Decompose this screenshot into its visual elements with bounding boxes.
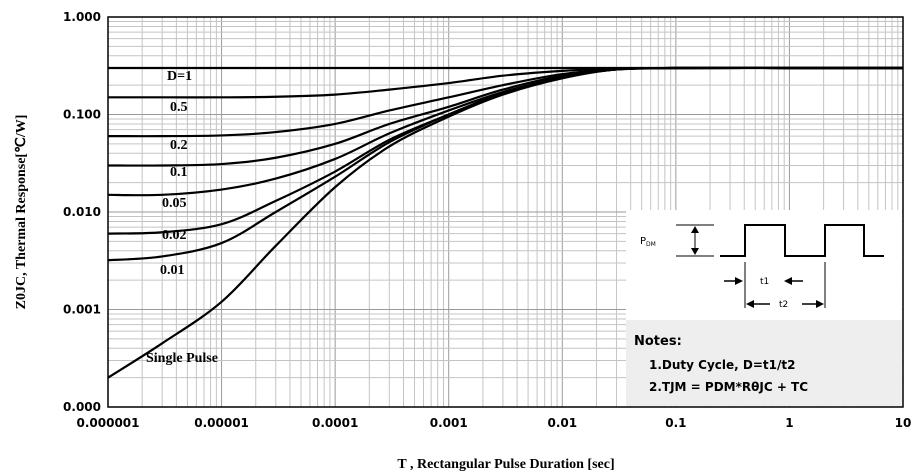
pdm-arrow-head-down — [691, 248, 699, 255]
notes-line-2: 2.TJM = PDM*RθJC + TC — [649, 380, 808, 394]
t1-label: t1 — [760, 277, 769, 287]
series-label-0.02: 0.02 — [162, 228, 187, 243]
x-axis-title: T , Rectangular Pulse Duration [sec] — [397, 457, 614, 472]
x-tick-label: 0.00001 — [194, 416, 249, 430]
notes-title: Notes: — [634, 334, 682, 349]
series-label-single-pulse: Single Pulse — [146, 351, 218, 366]
x-tick-label: 0.0001 — [312, 416, 358, 430]
pulse-waveform — [720, 224, 884, 257]
x-tick-label: 0.001 — [430, 416, 468, 430]
t2-label: t2 — [779, 300, 788, 310]
y-tick-label: 0.010 — [63, 205, 101, 219]
t1-arrow-right-head — [784, 277, 792, 285]
pdm-label: PDM — [640, 236, 656, 248]
y-tick-label: 0.000 — [63, 400, 101, 414]
x-tick-label: 10 — [895, 416, 912, 430]
series-label-d1: D=1 — [167, 69, 192, 84]
inset-panel: PDM t1 t2 Notes: 1.Duty Cycle, D=t1/t2 2… — [626, 210, 902, 406]
pulse-diagram: PDM t1 t2 — [640, 224, 884, 310]
grid — [107, 17, 903, 408]
x-tick-label: 1 — [785, 416, 793, 430]
x-tick-label: 0.000001 — [76, 416, 139, 430]
pdm-arrow-head-up — [691, 226, 699, 233]
x-tick-label: 0.1 — [665, 416, 686, 430]
series-label-0.5: 0.5 — [170, 100, 188, 115]
notes-background — [626, 320, 902, 406]
x-tick-labels: 0.000001 0.00001 0.0001 0.001 0.01 0.1 1 10 — [76, 416, 911, 430]
plot-frame — [107, 16, 904, 408]
notes-line-1: 1.Duty Cycle, D=t1/t2 — [649, 358, 795, 372]
series-label-0.2: 0.2 — [170, 138, 188, 153]
series-label-0.05: 0.05 — [162, 196, 187, 211]
y-axis-title: Z0JC, Thermal Response[℃/W] — [14, 115, 29, 310]
t1-arrow-left-head — [735, 277, 743, 285]
y-tick-labels: 0.000 0.001 0.010 0.100 1.000 — [63, 10, 101, 414]
x-tick-label: 0.01 — [547, 416, 577, 430]
series-label-0.01: 0.01 — [160, 263, 185, 278]
series-label-0.1: 0.1 — [170, 165, 188, 180]
t2-arrow-right-head — [816, 300, 824, 308]
t2-arrow-left-head — [746, 300, 754, 308]
series-curve-single-pulse — [107, 66, 903, 379]
curves — [107, 66, 903, 379]
y-tick-label: 1.000 — [63, 10, 101, 24]
y-tick-label: 0.001 — [63, 303, 101, 317]
y-tick-label: 0.100 — [63, 108, 101, 122]
